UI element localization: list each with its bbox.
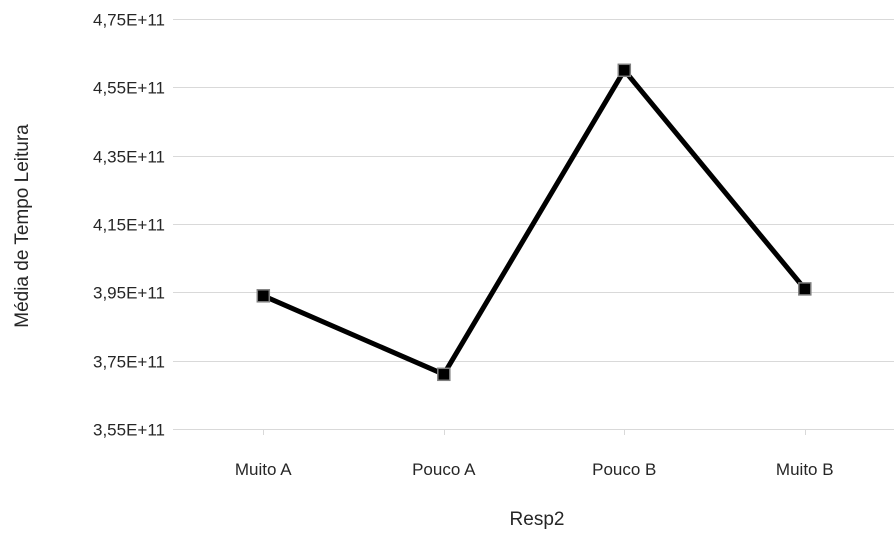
data-point-marker (798, 282, 812, 296)
data-point-marker (437, 367, 451, 382)
x-tick-label: Pouco B (592, 460, 656, 479)
x-axis-tick-labels: Muito A Pouco A Pouco B Muito B (235, 460, 834, 479)
data-point-marker (256, 289, 271, 303)
y-axis-title: Média de Tempo Leitura (12, 124, 33, 328)
gridlines (173, 19, 894, 430)
series-line (260, 67, 808, 377)
x-tick-label: Muito A (235, 460, 292, 479)
y-tick-label: 3,95E+11 (93, 284, 165, 303)
y-tick-label: 4,75E+11 (93, 11, 165, 30)
y-tick-label: 4,55E+11 (93, 79, 165, 98)
y-tick-label: 4,15E+11 (93, 216, 165, 235)
y-tick-label: 3,75E+11 (93, 353, 165, 372)
series-layer (256, 63, 812, 382)
y-tick-label: 4,35E+11 (93, 148, 165, 167)
x-tick-label: Pouco A (412, 460, 476, 479)
y-axis-tick-labels: 3,55E+11 3,75E+11 3,95E+11 4,15E+11 4,35E+11… (93, 11, 165, 440)
x-axis-ticks (263, 429, 806, 435)
x-tick-label: Muito B (776, 460, 834, 479)
y-tick-label: 3,55E+11 (93, 421, 165, 440)
data-point-marker (617, 63, 632, 78)
x-axis-title: Resp2 (510, 509, 565, 530)
